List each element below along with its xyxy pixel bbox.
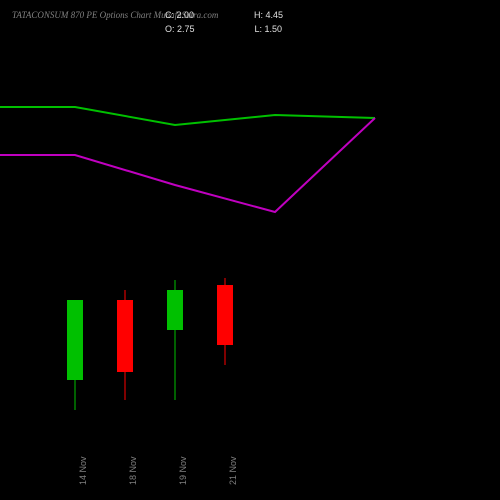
x-axis-tick-label: 18 Nov xyxy=(128,456,138,485)
x-axis-tick-label: 19 Nov xyxy=(178,456,188,485)
candle-body xyxy=(167,290,183,330)
price-chart-svg xyxy=(0,0,500,500)
candle-body xyxy=(67,300,83,380)
x-axis-tick-label: 21 Nov xyxy=(228,456,238,485)
x-axis-tick-label: 14 Nov xyxy=(78,456,88,485)
candle-body xyxy=(117,300,133,372)
high_line xyxy=(0,107,375,125)
x-axis-labels: 14 Nov 18 Nov 19 Nov 21 Nov xyxy=(0,430,500,490)
low_line xyxy=(0,118,375,212)
candle-body xyxy=(217,285,233,345)
